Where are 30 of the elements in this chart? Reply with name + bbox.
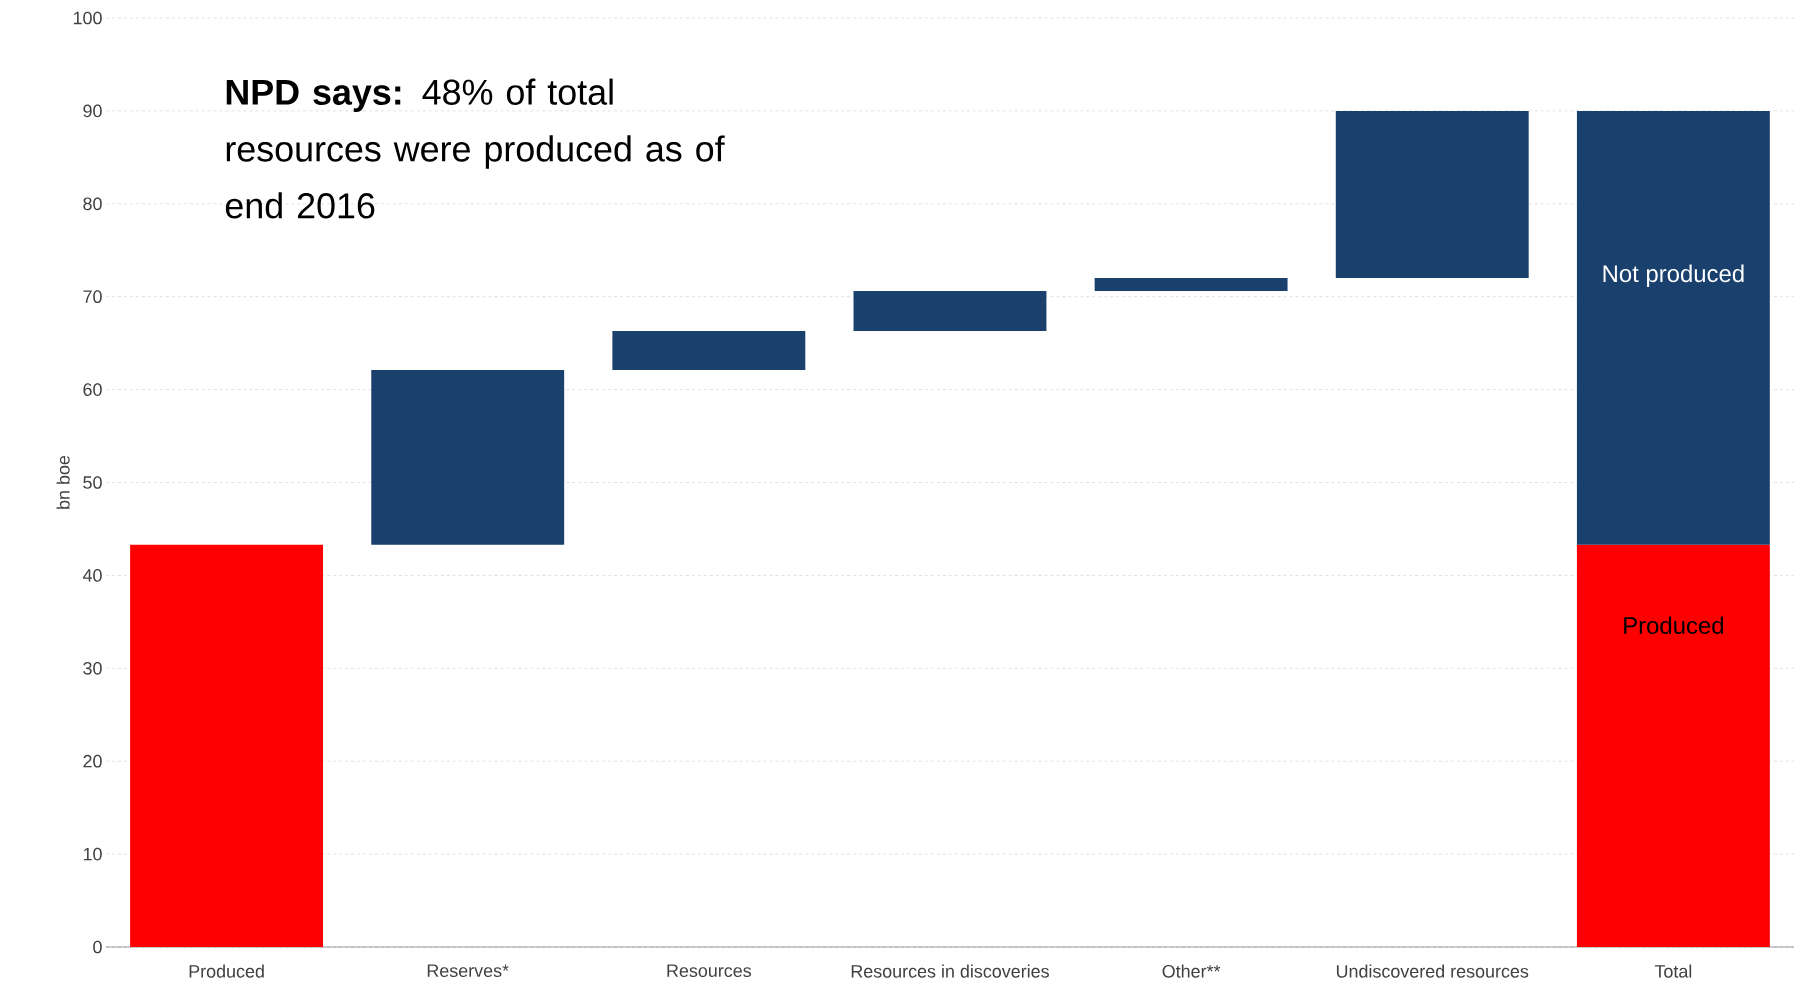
y-tick-label: 40: [82, 569, 102, 582]
y-tick-label: 30: [83, 661, 102, 675]
bar: [130, 544, 324, 947]
x-tick-label: Resources: [667, 964, 752, 978]
bar: [1576, 544, 1770, 947]
y-tick-label: 10: [83, 847, 102, 861]
y-tick-label: 80: [83, 197, 102, 211]
y-tick-label: 50: [83, 476, 102, 489]
y-tick-label: 100: [73, 11, 102, 25]
x-tick-label: Total: [1654, 964, 1692, 978]
x-tick-label: Produced: [189, 964, 264, 978]
y-tick-label: 90: [83, 104, 102, 118]
series-label: Produced: [1624, 616, 1723, 634]
y-tick-label: 0: [93, 940, 102, 954]
x-tick-label: Other**: [1162, 964, 1221, 978]
x-tick-label: Reserves*: [427, 964, 509, 978]
y-tick-label: 70: [83, 290, 102, 304]
y-axis-title: bn boe: [56, 455, 70, 509]
y-tick-label: 60: [83, 383, 102, 396]
bar: [1576, 110, 1770, 545]
x-tick-label: Resources in discoveries: [851, 964, 1049, 978]
bar: [612, 331, 806, 371]
annotation: NPD says: 48% of total resources were produced as of end 2016: [225, 78, 725, 219]
series-label: Not produced: [1603, 264, 1744, 287]
bar: [853, 291, 1047, 332]
bar: [371, 370, 565, 545]
x-tick-label: Undiscovered resources: [1336, 964, 1529, 978]
bar: [1335, 110, 1529, 279]
y-tick-label: 20: [83, 754, 102, 768]
bar: [1094, 278, 1288, 292]
